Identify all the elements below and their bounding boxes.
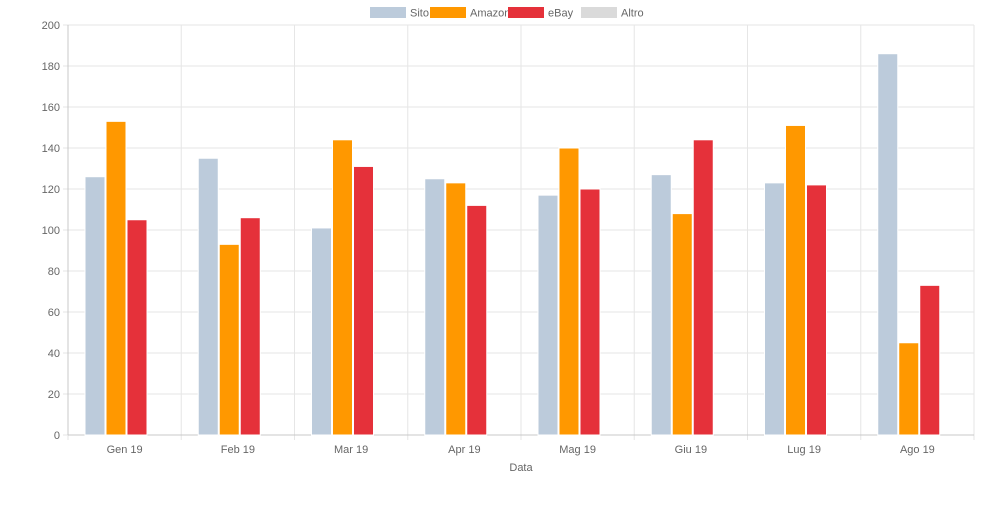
y-tick-label: 120	[42, 184, 60, 196]
legend-label: eBay	[548, 8, 574, 20]
legend: Sito Amazon eBay Altro	[370, 7, 644, 20]
bar-amazon-mar-19[interactable]	[332, 139, 353, 436]
y-tick-label: 0	[54, 430, 60, 442]
bar-sito-ago-19[interactable]	[877, 53, 899, 436]
bar-ebay-giu-19[interactable]	[692, 139, 714, 436]
bar-sito-gen-19[interactable]	[84, 176, 106, 436]
bar-amazon-lug-19[interactable]	[785, 124, 806, 436]
y-tick-label: 20	[48, 389, 60, 401]
x-tick-label: Ago 19	[900, 444, 935, 456]
legend-swatch	[370, 7, 406, 18]
y-tick-label: 160	[42, 102, 60, 114]
legend-item-ebay[interactable]: eBay	[508, 7, 574, 20]
y-tick-label: 200	[42, 20, 60, 32]
bars	[84, 53, 941, 436]
x-tick-label: Mar 19	[334, 444, 368, 456]
legend-item-altro[interactable]: Altro	[581, 7, 644, 20]
y-tick-label: 100	[42, 225, 60, 237]
bar-ebay-apr-19[interactable]	[466, 204, 488, 436]
y-axis: 0 20 40 60 80 100 120 140 160 180 200	[42, 20, 69, 442]
x-tick-label: Lug 19	[787, 444, 821, 456]
bar-sito-mag-19[interactable]	[537, 194, 559, 436]
legend-item-sito[interactable]: Sito	[370, 7, 429, 20]
bar-ebay-ago-19[interactable]	[919, 284, 941, 436]
bar-ebay-mar-19[interactable]	[353, 165, 374, 436]
bar-ebay-feb-19[interactable]	[239, 217, 261, 436]
legend-label: Amazon	[470, 8, 510, 20]
bar-amazon-ago-19[interactable]	[898, 342, 920, 436]
bar-sito-feb-19[interactable]	[197, 157, 219, 436]
bar-sito-lug-19[interactable]	[764, 182, 785, 436]
y-tick-label: 60	[48, 307, 60, 319]
bar-amazon-gen-19[interactable]	[105, 120, 127, 436]
y-tick-label: 140	[42, 143, 60, 155]
legend-label: Sito	[410, 8, 429, 20]
bar-sito-apr-19[interactable]	[424, 178, 446, 436]
y-tick-label: 80	[48, 266, 60, 278]
y-tick-label: 180	[42, 61, 60, 73]
bar-ebay-gen-19[interactable]	[126, 219, 148, 436]
legend-label: Altro	[621, 8, 644, 20]
legend-swatch	[581, 7, 617, 18]
legend-swatch	[430, 7, 466, 18]
bar-amazon-giu-19[interactable]	[671, 213, 693, 436]
bar-ebay-lug-19[interactable]	[806, 184, 827, 436]
legend-swatch	[508, 7, 544, 18]
x-axis: Gen 19 Feb 19 Mar 19 Apr 19 Mag 19 Giu 19 Lug …	[68, 434, 974, 456]
bar-sito-giu-19[interactable]	[650, 174, 672, 436]
x-tick-label: Mag 19	[559, 444, 596, 456]
x-tick-label: Giu 19	[675, 444, 707, 456]
x-axis-title: Data	[509, 462, 533, 474]
legend-item-amazon[interactable]: Amazon	[430, 7, 510, 20]
y-tick-label: 40	[48, 348, 60, 360]
x-tick-label: Apr 19	[448, 444, 480, 456]
x-tick-label: Feb 19	[221, 444, 255, 456]
bar-ebay-mag-19[interactable]	[579, 188, 601, 436]
bar-amazon-mag-19[interactable]	[558, 147, 580, 436]
bar-amazon-feb-19[interactable]	[218, 243, 240, 436]
bar-amazon-apr-19[interactable]	[445, 182, 467, 436]
x-tick-label: Gen 19	[107, 444, 143, 456]
bar-sito-mar-19[interactable]	[311, 227, 332, 436]
